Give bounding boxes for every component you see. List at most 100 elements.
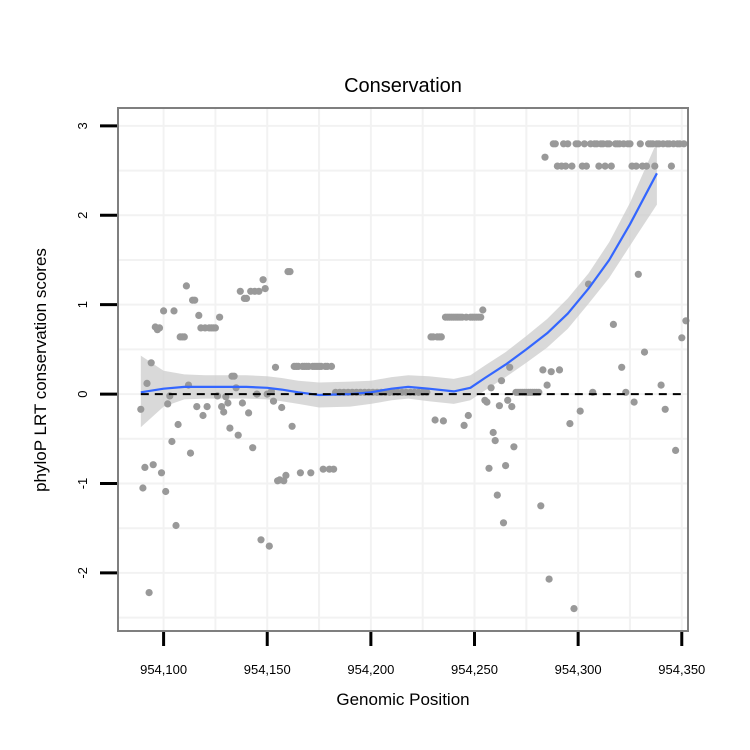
data-point [220,408,228,416]
data-point [543,381,551,389]
data-point [327,362,336,370]
data-point [506,363,514,371]
data-point [160,307,168,315]
data-point [288,422,296,430]
y-tick-label: 3 [75,122,90,129]
data-point [269,397,278,405]
data-point [271,363,280,371]
data-point [477,313,485,321]
data-point [541,153,549,161]
x-tick-label: 954,250 [451,662,498,677]
data-point [680,140,688,148]
data-point [234,431,242,439]
data-point [595,162,603,170]
data-point [139,484,147,492]
data-point [261,285,269,293]
data-point [282,471,290,479]
data-point [259,276,267,284]
data-point [607,162,615,170]
y-tick-label: -2 [75,567,90,579]
data-point [564,140,572,148]
data-point [508,403,516,411]
data-point [547,368,555,376]
data-point [278,403,286,412]
data-point [479,306,487,314]
data-point [180,333,188,341]
data-point [605,140,613,148]
x-tick-label: 954,150 [244,662,291,677]
data-point [640,348,649,356]
data-point [224,399,232,407]
confidence-band [140,142,657,428]
data-point [562,162,570,170]
data-point [537,502,545,510]
data-point [570,605,578,613]
data-point [245,409,253,417]
y-tick-label: 2 [75,212,90,219]
data-point [487,384,495,392]
data-point [162,487,170,496]
data-point [319,465,327,473]
data-point [657,381,665,389]
data-point [489,428,497,437]
smooth-line-layer [140,172,658,397]
data-point [460,421,468,429]
data-point [195,311,203,319]
data-point [143,379,151,387]
data-point [174,420,182,429]
y-tick-label: 0 [75,390,90,397]
data-point [199,411,207,420]
data-point [576,407,584,415]
data-point [307,469,315,477]
data-point [191,296,199,304]
data-point [667,162,676,170]
data-point [330,465,338,473]
data-point [141,463,149,471]
data-point [636,140,644,148]
y-axis: -2 -1 0 1 2 3 [75,122,117,579]
data-point [286,268,294,276]
x-tick-label: 954,350 [658,662,705,677]
y-tick-label: 1 [75,301,90,308]
data-point [568,162,576,170]
confidence-band-layer [140,142,657,428]
x-tick-label: 954,200 [347,662,394,677]
y-tick-label: -1 [75,478,90,490]
data-point [661,405,669,413]
data-point [499,519,508,527]
data-point [539,366,547,374]
data-point [672,446,680,454]
data-point [431,416,439,424]
data-point [497,377,506,385]
data-point [186,449,195,457]
data-point [280,477,288,485]
data-point [238,399,246,407]
data-point [502,462,510,470]
data-point [485,464,493,472]
data-point [495,402,503,410]
data-point [226,424,234,432]
data-point [242,294,251,302]
data-point [193,403,201,411]
data-point [555,366,564,374]
data-point [255,287,263,295]
data-point [137,405,145,413]
data-point [203,403,211,411]
data-point [483,398,491,406]
data-point [172,521,180,530]
data-point [630,398,638,406]
data-point [580,140,589,148]
x-axis: 954,100 954,150 954,200 954,250 954,300 954,3… [140,632,705,677]
data-point [651,162,659,170]
grid-lines [118,108,688,631]
data-point [634,270,642,278]
chart-title: Conservation [344,75,462,97]
data-point [491,437,499,445]
data-point [170,307,178,315]
data-point [464,411,472,420]
y-axis-label: phyloP LRT conservation scores [31,248,50,492]
smooth-line [140,172,658,397]
data-point [574,140,582,148]
data-point [211,324,219,332]
